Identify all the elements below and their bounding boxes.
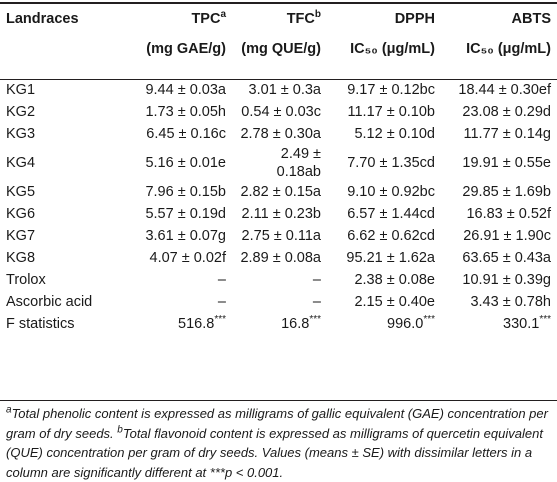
table-row: KG2 1.73 ± 0.05h 0.54 ± 0.03c 11.17 ± 0.10b…: [0, 101, 557, 123]
fstat-dpph: 996.0***: [387, 314, 435, 332]
cell-abts: 19.91 ± 0.55e: [462, 155, 551, 171]
cell-tpc: 6.45 ± 0.16c: [146, 126, 226, 142]
header-abts-unit: IC₅₀ (μg/mL): [466, 41, 551, 57]
bottom-rule: [0, 400, 557, 401]
header-dpph-unit: IC₅₀ (μg/mL): [350, 41, 435, 57]
cell-tpc: 5.57 ± 0.19d: [145, 206, 226, 222]
table-row: KG6 5.57 ± 0.19d 2.11 ± 0.23b 6.57 ± 1.44cd…: [0, 203, 557, 225]
data-table: Landraces TPCa TFCb DPPH ABTS (mg GAE/g)…: [0, 4, 557, 335]
cell-dpph: 95.21 ± 1.62a: [346, 250, 435, 266]
cell-abts: 10.91 ± 0.39g: [462, 272, 551, 288]
row-label: F statistics: [6, 316, 75, 332]
table-row: Trolox – – 2.38 ± 0.08e 10.91 ± 0.39g: [0, 269, 557, 291]
cell-abts: 26.91 ± 1.90c: [463, 228, 551, 244]
row-label: KG7: [6, 228, 36, 244]
cell-tfc: 0.54 ± 0.03c: [241, 104, 321, 120]
cell-abts: 29.85 ± 1.69b: [462, 184, 551, 200]
row-label: KG6: [6, 206, 36, 222]
cell-abts: 3.43 ± 0.78h: [470, 294, 551, 310]
row-label: KG2: [6, 104, 36, 120]
cell-tfc: 2.75 ± 0.11a: [241, 228, 321, 244]
cell-tfc: 2.82 ± 0.15a: [240, 184, 321, 200]
cell-tfc: –: [312, 294, 321, 310]
header-unit-row: (mg GAE/g) (mg QUE/g) IC₅₀ (μg/mL) IC₅₀ …: [0, 36, 557, 70]
row-label: Ascorbic acid: [6, 294, 93, 310]
header-rule: [0, 79, 557, 80]
cell-dpph: 6.62 ± 0.62cd: [347, 228, 435, 244]
cell-abts: 23.08 ± 0.29d: [462, 104, 551, 120]
cell-abts: 11.77 ± 0.14g: [463, 126, 551, 142]
header-tpc-unit: (mg GAE/g): [146, 41, 226, 57]
cell-dpph: 9.17 ± 0.12bc: [347, 82, 435, 98]
fstat-tpc: 516.8***: [178, 314, 226, 332]
header-dpph: DPPH: [394, 11, 435, 27]
cell-dpph: 9.10 ± 0.92bc: [347, 184, 435, 200]
cell-tfc: 2.89 ± 0.08a: [240, 250, 321, 266]
cell-tpc: 9.44 ± 0.03a: [145, 82, 226, 98]
cell-dpph: 6.57 ± 1.44cd: [347, 206, 435, 222]
row-label: Trolox: [6, 272, 46, 288]
header-abts: ABTS: [511, 11, 551, 27]
table-row: KG8 4.07 ± 0.02f 2.89 ± 0.08a 95.21 ± 1.62a…: [0, 247, 557, 269]
row-label: KG4: [6, 155, 36, 171]
table-row: KG1 9.44 ± 0.03a 3.01 ± 0.3a 9.17 ± 0.12bc 1…: [0, 79, 557, 101]
table-row: Ascorbic acid – – 2.15 ± 0.40e 3.43 ± 0.78h: [0, 291, 557, 313]
row-label: KG8: [6, 250, 36, 266]
cell-tfc: 2.78 ± 0.30a: [240, 126, 321, 142]
cell-tfc: –: [312, 272, 321, 288]
cell-dpph: 2.15 ± 0.40e: [354, 294, 435, 310]
row-label: KG1: [6, 82, 36, 98]
top-rule: [0, 2, 557, 4]
table-row: KG7 3.61 ± 0.07g 2.75 ± 0.11a 6.62 ± 0.62cd…: [0, 225, 557, 247]
header-tpc: TPCa: [191, 9, 226, 27]
cell-tpc: 5.16 ± 0.01e: [145, 155, 226, 171]
cell-abts: 63.65 ± 0.43a: [462, 250, 551, 266]
cell-tpc: 3.61 ± 0.07g: [145, 228, 226, 244]
cell-tfc: 2.11 ± 0.23b: [241, 206, 321, 222]
cell-tpc: 7.96 ± 0.15b: [145, 184, 226, 200]
row-label: KG5: [6, 184, 36, 200]
cell-abts: 18.44 ± 0.30ef: [458, 82, 551, 98]
cell-tpc: –: [217, 272, 226, 288]
table-footnote: aTotal phenolic content is expressed as …: [6, 404, 548, 480]
cell-tpc: 4.07 ± 0.02f: [149, 250, 227, 266]
cell-dpph: 2.38 ± 0.08e: [354, 272, 435, 288]
cell-tpc: –: [217, 294, 226, 310]
header-tfc: TFCb: [286, 9, 321, 27]
fstats-row: F statistics 516.8*** 16.8*** 996.0*** 330.1…: [0, 313, 557, 335]
cell-tpc: 1.73 ± 0.05h: [145, 104, 226, 120]
table-row: KG4 5.16 ± 0.01e 2.49 ± 0.18ab 7.70 ± 1.35c…: [0, 145, 557, 181]
cell-dpph: 5.12 ± 0.10d: [354, 126, 435, 142]
header-row: Landraces TPCa TFCb DPPH ABTS: [0, 4, 557, 36]
fstat-tfc: 16.8***: [281, 314, 321, 332]
header-tfc-unit: (mg QUE/g): [241, 41, 321, 57]
cell-tfc: 2.49 ± 0.18ab: [276, 146, 321, 180]
table-row: KG3 6.45 ± 0.16c 2.78 ± 0.30a 5.12 ± 0.10d 1…: [0, 123, 557, 145]
row-label: KG3: [6, 126, 36, 142]
cell-dpph: 7.70 ± 1.35cd: [347, 155, 435, 171]
cell-dpph: 11.17 ± 0.10b: [347, 104, 435, 120]
cell-abts: 16.83 ± 0.52f: [466, 206, 551, 222]
fstat-abts: 330.1***: [503, 314, 551, 332]
table-row: KG5 7.96 ± 0.15b 2.82 ± 0.15a 9.10 ± 0.92bc…: [0, 181, 557, 203]
cell-tfc: 3.01 ± 0.3a: [248, 82, 321, 98]
header-landraces: Landraces: [6, 11, 79, 27]
